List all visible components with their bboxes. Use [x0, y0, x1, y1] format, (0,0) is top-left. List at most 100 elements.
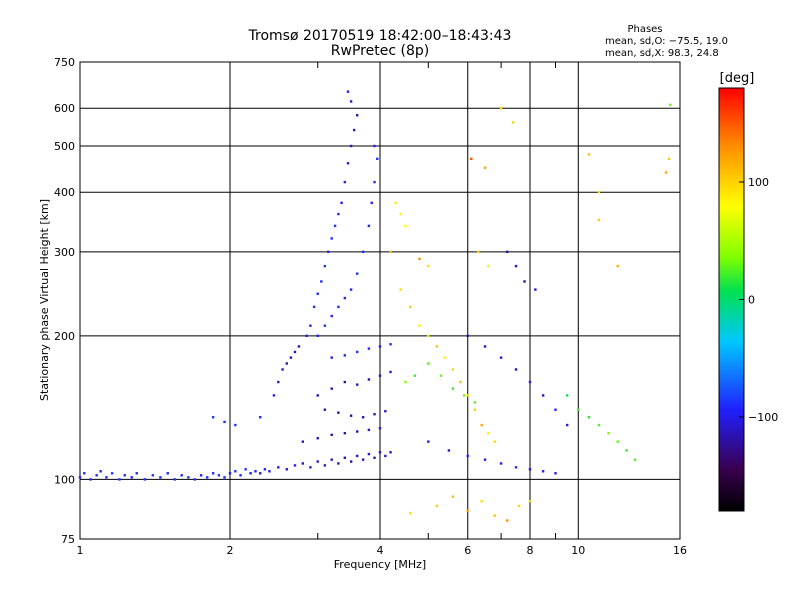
data-point [528, 468, 532, 471]
data-point [293, 350, 297, 354]
data-point [367, 428, 371, 432]
data-point [470, 157, 473, 161]
data-point [349, 100, 353, 103]
data-point [664, 171, 668, 174]
data-point [480, 500, 483, 503]
data-point [277, 380, 280, 384]
grid-lines [80, 62, 680, 539]
x-tick-label: 10 [571, 544, 585, 557]
data-point [378, 427, 382, 430]
data-point [466, 509, 469, 512]
x-tick-label: 8 [527, 544, 534, 557]
data-point [384, 454, 387, 458]
data-point [511, 121, 515, 124]
legend-title: Phases [627, 24, 662, 35]
y-tick-label: 300 [54, 246, 75, 259]
data-point [435, 504, 438, 508]
data-point [616, 440, 619, 443]
legend-line-x: mean, sd,X: 98.3, 24.8 [605, 48, 719, 59]
data-point [378, 345, 382, 348]
y-tick-label: 500 [54, 140, 75, 153]
data-point [285, 468, 288, 471]
data-point [487, 264, 490, 268]
data-point [355, 454, 359, 458]
y-tick-label: 75 [61, 533, 75, 546]
data-point [330, 458, 333, 461]
data-point [487, 431, 490, 435]
data-point [89, 478, 92, 481]
data-point [367, 378, 371, 381]
data-point [462, 394, 466, 397]
data-point [343, 456, 347, 459]
data-point [517, 504, 521, 508]
data-point [355, 114, 359, 117]
data-point [316, 437, 319, 440]
data-point [355, 350, 359, 354]
x-tick-label: 16 [673, 544, 687, 557]
colorbar-ticks: 100 0 −100 [739, 176, 778, 424]
data-point [625, 449, 628, 452]
data-point [316, 292, 319, 295]
data-point [130, 476, 133, 479]
data-point [499, 356, 503, 359]
data-point [466, 334, 469, 338]
data-point [277, 466, 280, 469]
data-point [633, 458, 637, 461]
data-point [323, 324, 327, 327]
data-point [523, 280, 526, 283]
data-point [534, 288, 537, 291]
data-point [418, 257, 421, 261]
data-point [435, 345, 438, 348]
data-point [418, 324, 421, 327]
data-points [78, 90, 672, 522]
x-tick-label: 2 [227, 544, 234, 557]
chart-subtitle: RwPretec (8p) [331, 43, 429, 59]
data-point [587, 153, 591, 156]
data-point [451, 387, 455, 390]
data-point [554, 408, 557, 411]
data-point [597, 191, 601, 194]
data-point [376, 157, 379, 161]
data-point [337, 462, 340, 465]
data-point [499, 462, 503, 465]
data-point [330, 314, 333, 318]
data-point [199, 474, 203, 477]
data-point [293, 464, 297, 467]
data-point [493, 440, 497, 443]
data-point [447, 449, 451, 452]
data-point [173, 478, 177, 481]
y-tick-label: 100 [54, 473, 75, 486]
data-point [361, 458, 365, 461]
data-point [355, 383, 359, 386]
data-point [483, 166, 487, 170]
data-point [234, 423, 237, 427]
data-point [514, 368, 518, 371]
data-point [343, 431, 347, 435]
data-point [349, 414, 353, 417]
data-point [404, 224, 407, 228]
data-point [399, 288, 402, 291]
data-point [234, 470, 237, 473]
y-tick-label: 400 [54, 186, 75, 199]
data-point [337, 305, 340, 309]
data-point [389, 451, 392, 454]
data-point [330, 433, 333, 437]
data-point [228, 472, 232, 475]
data-point [211, 472, 215, 475]
data-point [427, 440, 430, 443]
data-point [427, 264, 430, 268]
data-point [554, 472, 557, 475]
data-point [399, 212, 402, 216]
data-point [305, 334, 308, 338]
data-point [597, 423, 601, 427]
data-point [355, 430, 359, 433]
data-point [333, 224, 337, 228]
colorbar-tick-label: 0 [748, 294, 755, 307]
data-point [367, 347, 371, 350]
data-point [413, 374, 417, 377]
y-tick-label: 750 [54, 56, 75, 69]
data-point [587, 416, 591, 419]
x-tick-label: 6 [464, 544, 471, 557]
data-point [118, 478, 121, 481]
data-point [493, 514, 497, 517]
